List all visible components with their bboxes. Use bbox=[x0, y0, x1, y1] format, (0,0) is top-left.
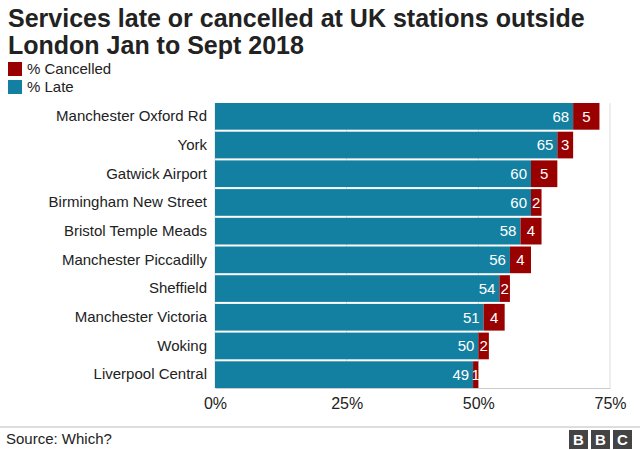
data-label: 1 bbox=[472, 366, 480, 383]
data-label: 68 bbox=[552, 108, 569, 125]
bar bbox=[215, 189, 531, 216]
data-label: 60 bbox=[510, 194, 527, 211]
bar bbox=[478, 333, 489, 360]
logo-letter: B bbox=[573, 431, 584, 448]
title-line: London Jan to Sept 2018 bbox=[8, 31, 304, 59]
logo-letter: B bbox=[595, 431, 606, 448]
data-label: 3 bbox=[561, 136, 569, 153]
legend-swatch bbox=[8, 62, 22, 76]
logo-letter: C bbox=[617, 431, 628, 448]
y-tick-label: Bristol Temple Meads bbox=[64, 222, 207, 239]
bar bbox=[531, 160, 557, 187]
bar bbox=[215, 304, 484, 331]
x-tick: 25% bbox=[331, 388, 363, 412]
bars bbox=[215, 103, 599, 388]
y-tick-label: Gatwick Airport bbox=[106, 165, 208, 182]
bar bbox=[215, 103, 573, 130]
data-label: 56 bbox=[489, 251, 506, 268]
x-tick-label: 25% bbox=[331, 395, 363, 412]
y-tick: Gatwick Airport bbox=[106, 165, 215, 182]
y-tick: Manchester Victoria bbox=[75, 308, 215, 325]
data-labels: 686560605856545150495352442421 bbox=[452, 108, 590, 383]
data-label: 5 bbox=[540, 165, 548, 182]
y-tick: Sheffield bbox=[149, 279, 215, 296]
logo-box bbox=[569, 430, 588, 449]
bar bbox=[215, 132, 557, 159]
bar bbox=[215, 333, 478, 360]
legend-swatch bbox=[8, 80, 22, 94]
bar bbox=[520, 218, 541, 245]
y-tick: Bristol Temple Meads bbox=[64, 222, 215, 239]
legend-label: % Late bbox=[27, 78, 74, 95]
bar bbox=[573, 103, 599, 130]
bar bbox=[499, 275, 510, 302]
bar bbox=[215, 218, 520, 245]
x-tick-label: 0% bbox=[204, 395, 227, 412]
legend: % Cancelled% Late bbox=[8, 60, 111, 95]
x-axis-line bbox=[216, 388, 611, 389]
y-tick-label: Birmingham New Street bbox=[49, 193, 208, 210]
bar bbox=[215, 275, 499, 302]
legend-label: % Cancelled bbox=[27, 60, 111, 77]
y-tick: Manchester Piccadilly bbox=[62, 251, 215, 268]
data-label: 4 bbox=[527, 222, 535, 239]
y-tick: Woking bbox=[157, 337, 215, 354]
bar bbox=[510, 247, 531, 274]
bar bbox=[215, 361, 473, 388]
y-tick-label: Manchester Piccadilly bbox=[62, 251, 208, 268]
y-tick-label: Manchester Victoria bbox=[75, 308, 208, 325]
x-tick: 50% bbox=[463, 388, 495, 412]
y-tick-label: Woking bbox=[157, 337, 207, 354]
x-axis: 0% 25% 50% 75% bbox=[204, 388, 627, 412]
y-tick: York bbox=[178, 136, 215, 153]
y-tick: Birmingham New Street bbox=[49, 193, 215, 210]
y-tick-label: Liverpool Central bbox=[94, 365, 207, 382]
data-label: 58 bbox=[500, 222, 517, 239]
bar bbox=[531, 189, 542, 216]
data-label: 51 bbox=[463, 309, 480, 326]
data-label: 50 bbox=[458, 337, 475, 354]
x-tick: 75% bbox=[594, 388, 626, 412]
footer-rule bbox=[0, 427, 640, 428]
title: Services late or cancelled at UK station… bbox=[8, 4, 585, 59]
data-label: 60 bbox=[510, 165, 527, 182]
y-tick-label: Manchester Oxford Rd bbox=[56, 107, 207, 124]
source: Source: Which? bbox=[6, 430, 112, 447]
y-axis: Manchester Oxford Rd York Gatwick Airport B… bbox=[49, 104, 216, 389]
y-tick-label: York bbox=[178, 136, 208, 153]
data-label: 65 bbox=[537, 136, 554, 153]
data-label: 4 bbox=[516, 251, 524, 268]
bar bbox=[557, 132, 573, 159]
grid-line bbox=[610, 103, 611, 388]
y-tick-label: Sheffield bbox=[149, 279, 207, 296]
y-tick: Liverpool Central bbox=[94, 365, 215, 382]
x-tick-label: 50% bbox=[463, 395, 495, 412]
grid bbox=[215, 103, 610, 388]
bar bbox=[215, 160, 531, 187]
data-label: 2 bbox=[479, 337, 487, 354]
logo-box bbox=[591, 430, 610, 449]
data-label: 4 bbox=[490, 309, 498, 326]
bar bbox=[484, 304, 505, 331]
bar bbox=[215, 247, 510, 274]
data-label: 2 bbox=[500, 280, 508, 297]
x-tick: 0% bbox=[204, 388, 227, 412]
data-label: 5 bbox=[582, 108, 590, 125]
data-label: 54 bbox=[479, 280, 496, 297]
data-label: 2 bbox=[532, 194, 540, 211]
logo: BBC bbox=[569, 430, 632, 449]
x-tick-label: 75% bbox=[594, 395, 626, 412]
logo-box bbox=[613, 430, 632, 449]
y-tick: Manchester Oxford Rd bbox=[56, 107, 215, 124]
data-label: 49 bbox=[452, 366, 469, 383]
title-line: Services late or cancelled at UK station… bbox=[8, 4, 585, 32]
chart: Services late or cancelled at UK station… bbox=[0, 0, 640, 450]
